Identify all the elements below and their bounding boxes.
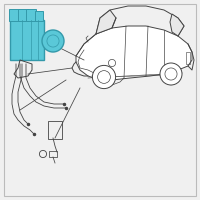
FancyBboxPatch shape: [35, 11, 43, 21]
FancyBboxPatch shape: [9, 9, 19, 21]
Polygon shape: [170, 14, 184, 36]
Polygon shape: [96, 10, 116, 34]
Polygon shape: [10, 20, 44, 60]
FancyBboxPatch shape: [26, 9, 36, 21]
FancyBboxPatch shape: [18, 9, 28, 21]
Circle shape: [160, 63, 182, 85]
Circle shape: [92, 65, 116, 89]
Polygon shape: [76, 26, 192, 80]
Circle shape: [42, 30, 64, 52]
